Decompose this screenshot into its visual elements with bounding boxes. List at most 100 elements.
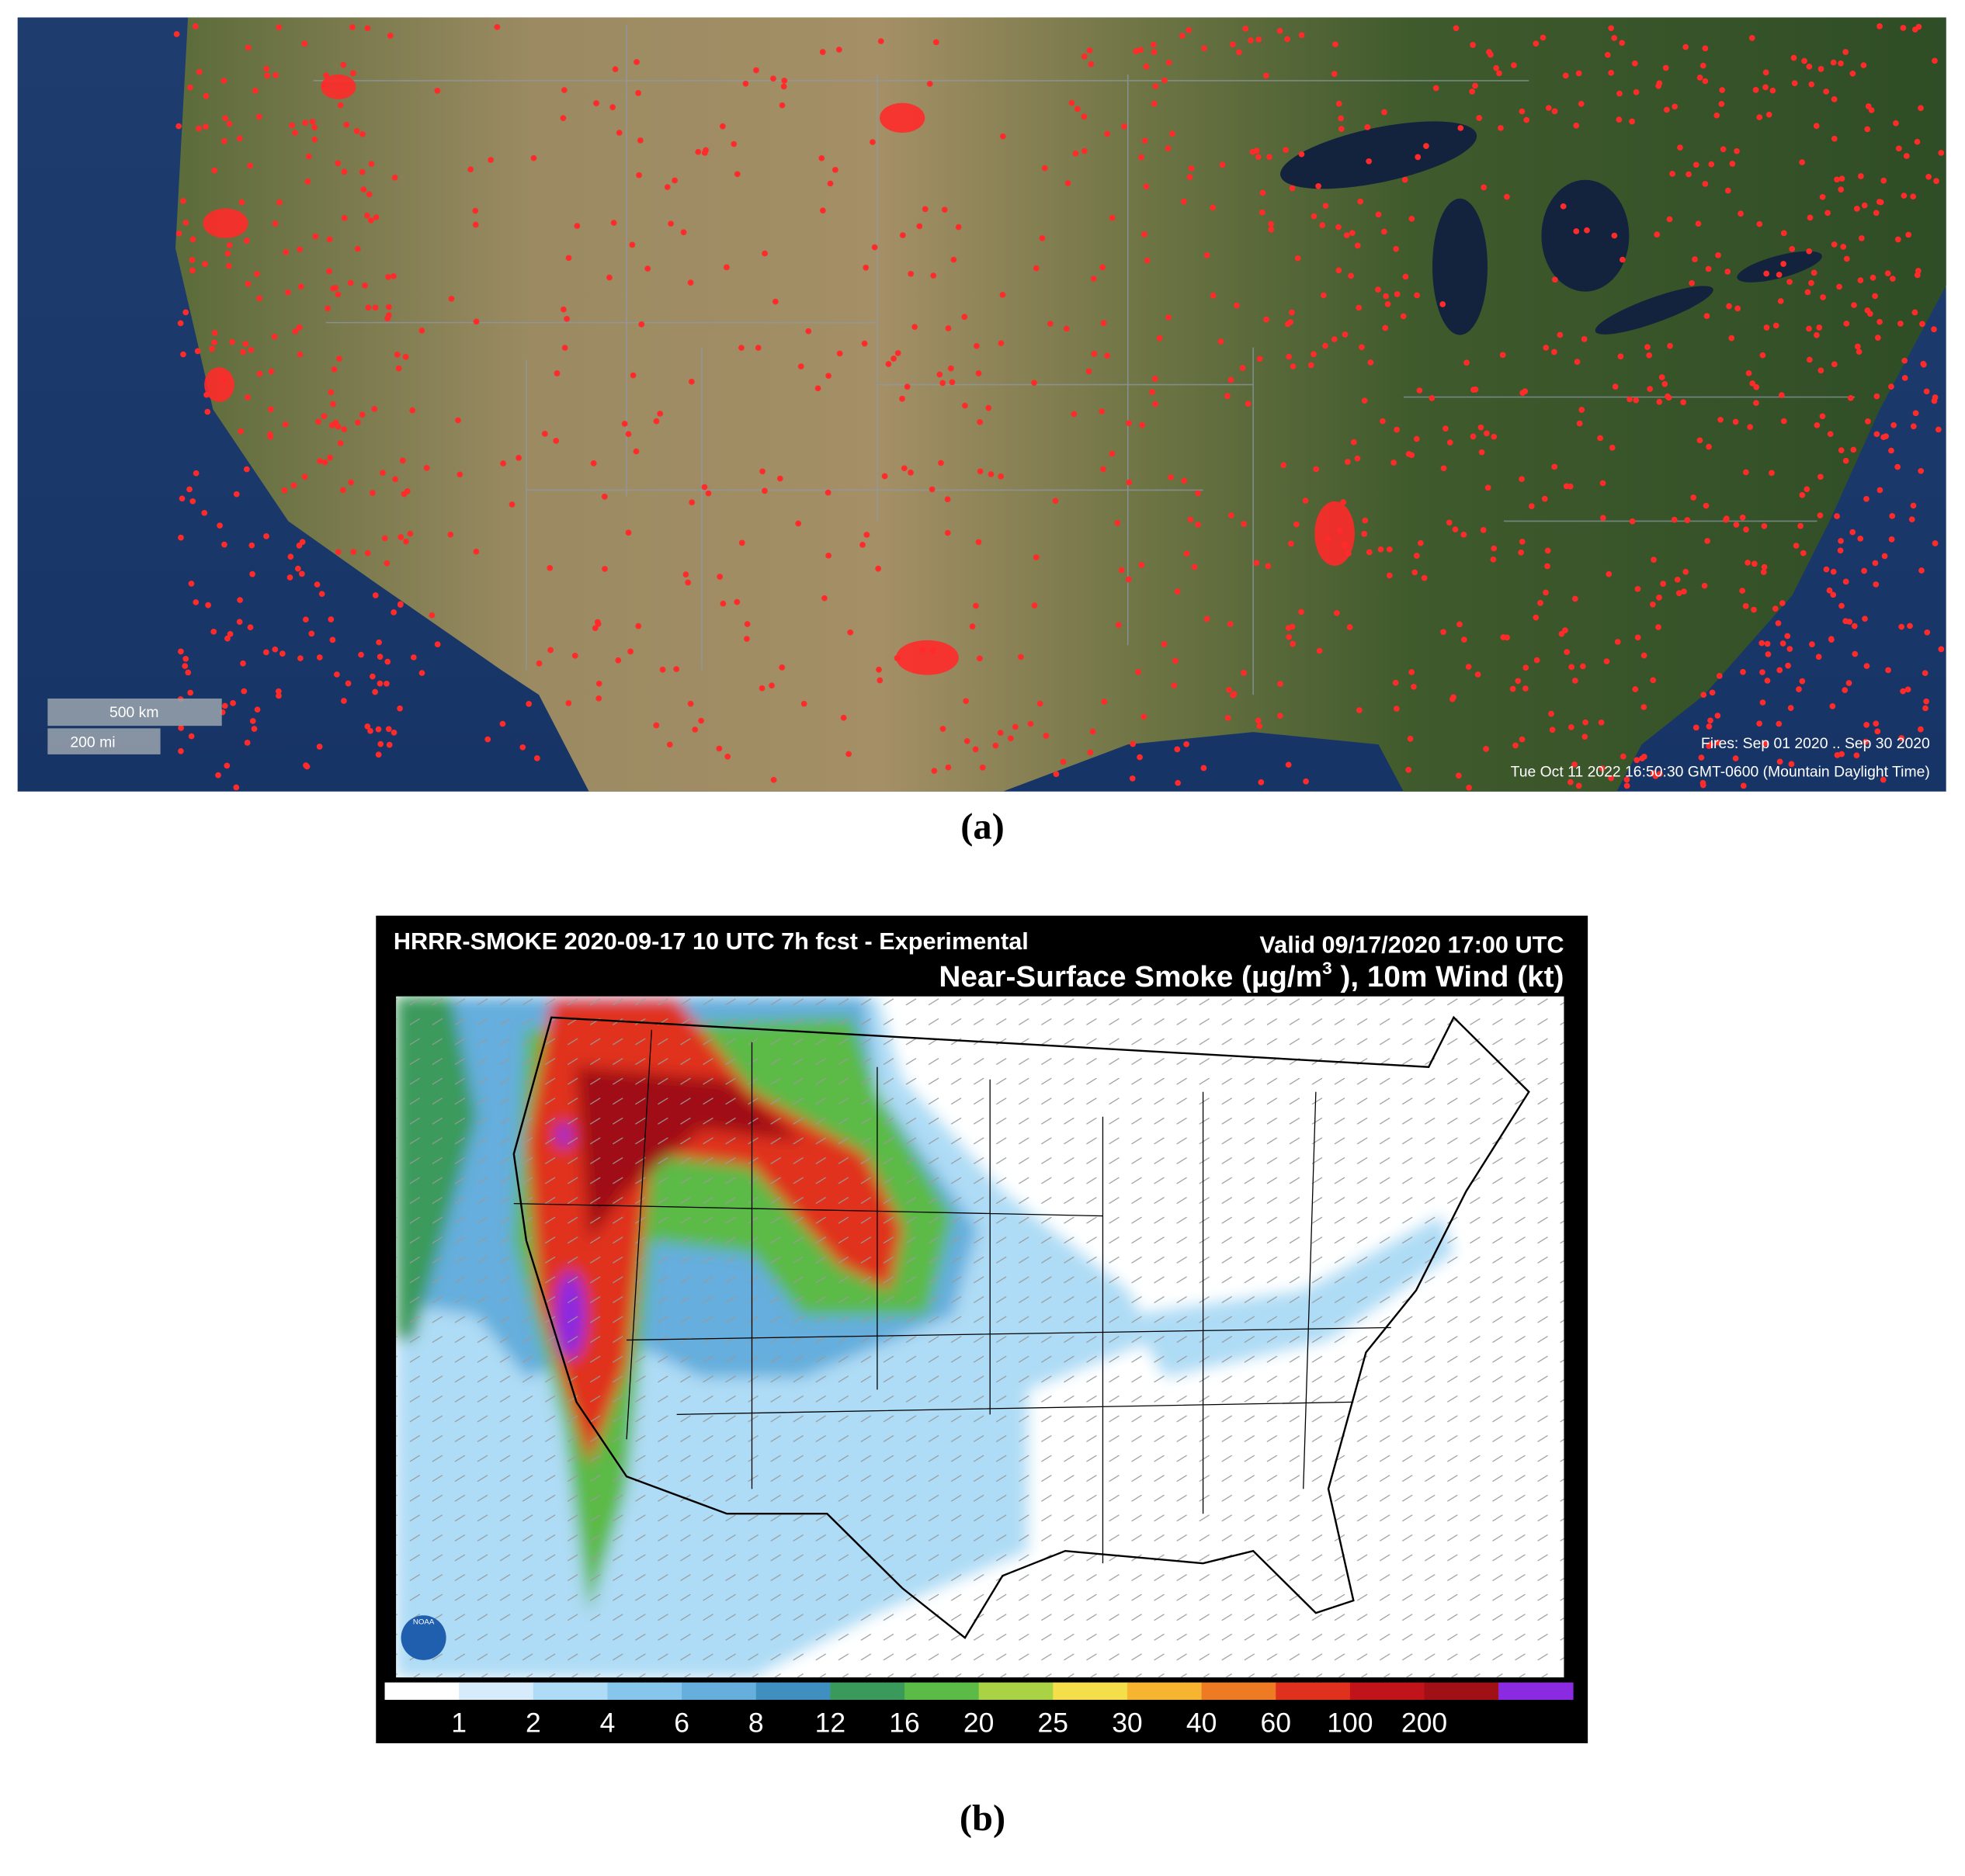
fire-dot <box>192 23 199 29</box>
fire-dot <box>1394 426 1401 433</box>
colorbar-segment <box>1053 1682 1128 1701</box>
fire-dot <box>1842 578 1849 585</box>
fire-dot <box>638 321 645 328</box>
fire-dot <box>1761 563 1768 570</box>
fire-dot <box>1614 639 1621 645</box>
fire-dot <box>1890 421 1897 428</box>
fire-dot <box>1125 576 1132 583</box>
fire-dot <box>418 328 425 334</box>
fire-dot <box>252 88 259 94</box>
fire-dot <box>271 333 278 340</box>
fire-dot <box>387 33 394 39</box>
fire-dot <box>1881 553 1888 560</box>
fire-dot <box>1816 324 1823 331</box>
fire-dot <box>701 484 708 491</box>
fire-dot <box>1476 115 1483 121</box>
fire-dot <box>1922 670 1929 677</box>
fire-dot <box>1064 180 1071 186</box>
fire-dot <box>1081 147 1088 154</box>
fire-dot <box>1573 122 1580 129</box>
fire-dot <box>1135 668 1141 675</box>
fire-dot <box>731 140 738 147</box>
fire-dot <box>1380 418 1386 425</box>
fire-dot <box>1922 705 1929 712</box>
fire-dot <box>1400 313 1407 320</box>
fire-dot <box>1519 476 1525 483</box>
fire-dot <box>335 291 342 298</box>
fire-dot <box>1933 178 1939 185</box>
fire-dot <box>1640 704 1647 710</box>
fire-dot <box>1126 479 1133 486</box>
fire-dot <box>1012 723 1019 730</box>
state-lines <box>513 1029 1391 1564</box>
fire-dot <box>317 458 323 464</box>
fire-dot <box>311 136 318 143</box>
fire-dot <box>1313 466 1320 473</box>
fire-dot <box>1823 566 1830 573</box>
fire-dot <box>1104 130 1110 137</box>
fire-dot <box>242 341 249 347</box>
fire-dot <box>1894 236 1901 243</box>
fire-dot <box>1880 776 1887 783</box>
fire-dot <box>302 616 309 622</box>
fire-dot <box>688 378 695 385</box>
fire-dot <box>606 274 613 281</box>
fire-dot <box>1392 679 1399 686</box>
fire-dot <box>633 448 640 455</box>
fire-dot <box>509 501 516 508</box>
fire-dot <box>375 726 382 733</box>
fire-dot <box>977 655 983 662</box>
fire-dot <box>770 777 777 783</box>
fire-dot <box>1708 161 1715 168</box>
fire-dot <box>1452 526 1459 532</box>
fire-cluster <box>1314 501 1355 566</box>
fire-dot <box>564 315 570 322</box>
fire-dot <box>1851 302 1857 308</box>
fire-dot <box>805 328 812 335</box>
fire-dot <box>1109 450 1116 457</box>
fire-dot <box>1179 33 1186 40</box>
fire-dot <box>1846 619 1853 625</box>
fire-dot <box>1262 72 1269 79</box>
fire-dot <box>1740 782 1747 789</box>
fire-dot <box>1407 735 1414 742</box>
fire-dot <box>385 312 392 318</box>
fire-dot <box>1408 669 1415 675</box>
fire-dot <box>1787 705 1794 711</box>
fire-dot <box>1799 491 1806 498</box>
colorbar-segment <box>1424 1682 1499 1701</box>
fire-dot <box>335 549 342 556</box>
fire-dot <box>1298 151 1305 158</box>
fire-dot <box>1100 320 1107 327</box>
fire-dot <box>372 592 379 598</box>
fire-dot <box>314 581 321 588</box>
fire-dot <box>1650 601 1656 608</box>
fire-dot <box>1819 413 1826 420</box>
fire-dot <box>308 630 315 637</box>
fire-dot <box>1415 154 1422 161</box>
fire-dot <box>717 574 724 580</box>
fire-dot <box>1074 106 1081 113</box>
fire-dot <box>1239 365 1246 371</box>
fire-dot <box>185 669 192 676</box>
fire-dot <box>1152 401 1158 407</box>
fire-dot <box>744 636 750 642</box>
fire-dot <box>1634 634 1641 641</box>
fire-dot <box>644 265 651 272</box>
fire-dot <box>609 104 616 110</box>
fire-dot <box>1512 742 1519 749</box>
fire-dot <box>1830 568 1837 575</box>
fire-dot <box>863 532 870 538</box>
fire-dot <box>1745 370 1752 376</box>
fire-dot <box>1386 572 1393 579</box>
fire-dot <box>1814 421 1821 428</box>
fire-dot <box>332 419 339 426</box>
fire-dot <box>354 419 361 426</box>
fire-dot <box>391 729 398 736</box>
fire-dot <box>780 83 787 90</box>
fire-dot <box>1817 512 1824 518</box>
fire-dot <box>1674 577 1681 583</box>
fire-dot <box>209 345 215 352</box>
fire-dot <box>908 470 914 476</box>
fire-dot <box>292 328 299 335</box>
